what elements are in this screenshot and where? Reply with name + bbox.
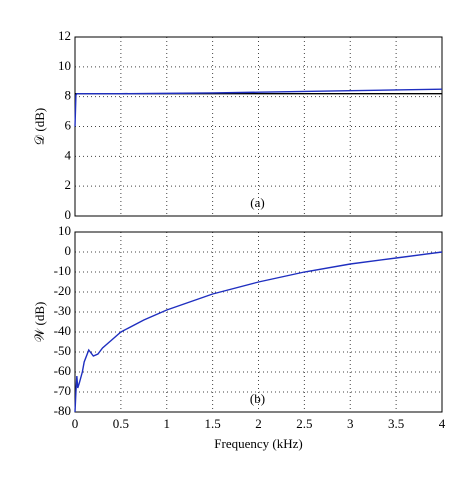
y-axis-label: 𝒟 (dB) xyxy=(32,108,47,145)
y-tick-label: 12 xyxy=(58,28,71,43)
annotation: (a) xyxy=(250,195,264,210)
x-tick-label: 1.5 xyxy=(205,416,221,431)
x-tick-label: 2.5 xyxy=(296,416,312,431)
y-tick-label: 0 xyxy=(65,243,72,258)
y-tick-label: 0 xyxy=(65,207,72,222)
y-tick-label: 10 xyxy=(58,223,71,238)
x-tick-label: 4 xyxy=(439,416,446,431)
y-tick-label: 8 xyxy=(65,88,72,103)
y-tick-label: 2 xyxy=(65,177,72,192)
y-tick-label: -20 xyxy=(54,283,71,298)
x-tick-label: 0 xyxy=(72,416,79,431)
y-tick-label: 4 xyxy=(65,147,72,162)
x-tick-label: 0.5 xyxy=(113,416,129,431)
y-tick-label: 10 xyxy=(58,58,71,73)
y-tick-label: -60 xyxy=(54,363,71,378)
x-axis-label: Frequency (kHz) xyxy=(214,436,302,451)
x-tick-label: 2 xyxy=(255,416,262,431)
y-tick-label: -70 xyxy=(54,383,71,398)
line xyxy=(74,88,443,127)
y-tick-label: -10 xyxy=(54,263,71,278)
y-tick-label: -40 xyxy=(54,323,71,338)
y-tick-label: 6 xyxy=(65,117,72,132)
annotation: (b) xyxy=(250,391,265,406)
y-axis-label: 𝒲 (dB) xyxy=(32,302,47,343)
x-tick-label: 3.5 xyxy=(388,416,404,431)
x-tick-label: 1 xyxy=(164,416,171,431)
y-tick-label: -50 xyxy=(54,343,71,358)
plot-frame xyxy=(74,231,443,413)
y-tick-label: -30 xyxy=(54,303,71,318)
line xyxy=(74,251,443,413)
y-tick-label: -80 xyxy=(54,403,71,418)
x-tick-label: 3 xyxy=(347,416,354,431)
